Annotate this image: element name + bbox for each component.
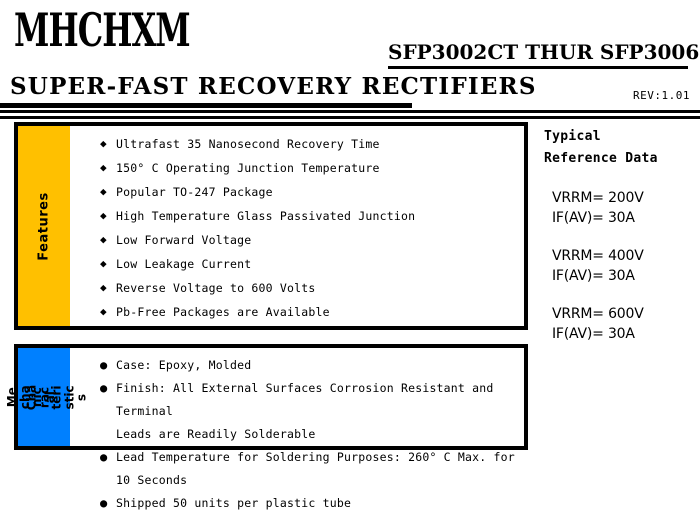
list-item-label: 150° C Operating Junction Temperature [116,161,380,175]
if-av-value: IF(AV)= 30A [552,326,635,342]
list-item-label: Reverse Voltage to 600 Volts [116,281,316,295]
typical-reference-data: Typical Reference Data VRRM= 200V IF(AV)… [544,126,694,344]
reference-data-group: VRRM= 600V IF(AV)= 30A [544,304,694,344]
typical-reference-data-heading-line2: Reference Data [544,151,658,166]
list-item-continuation: Leads are Readily Solderable [116,427,316,441]
mechanical-characteristics-panel: Mechanical Characteristics ● Case: Epoxy… [5,344,528,510]
if-av-value: IF(AV)= 30A [552,210,635,226]
part-number-range: SFP3002CT THUR SFP3006CT [388,40,700,69]
list-item: ◆ Low Forward Voltage [100,228,516,252]
list-item-label: Case: Epoxy, Molded [116,358,252,372]
circle-bullet-icon: ● [100,450,108,464]
diamond-bullet-icon: ◆ [100,257,107,270]
revision-label: REV:1.01 [633,89,690,102]
list-item: ● Lead Temperature for Soldering Purpose… [100,446,516,492]
diamond-bullet-icon: ◆ [100,233,107,246]
features-tab: Features [18,126,70,326]
typical-reference-data-heading-line1: Typical [544,129,601,144]
mechanical-list: ● Case: Epoxy, Molded ● Finish: All Exte… [80,348,520,510]
reference-data-group: VRRM= 400V IF(AV)= 30A [544,246,694,286]
vrrm-value: VRRM= 200V [552,190,644,206]
list-item: ◆ Low Leakage Current [100,252,516,276]
list-item: ◆ Popular TO-247 Package [100,180,516,204]
circle-bullet-icon: ● [100,381,108,395]
if-av-value: IF(AV)= 30A [552,268,635,284]
list-item: ● Shipped 50 units per plastic tube [100,492,516,515]
list-item-label: Pb-Free Packages are Available [116,305,330,319]
page-title: SUPER-FAST RECOVERY RECTIFIERS [10,73,537,100]
diamond-bullet-icon: ◆ [100,281,107,294]
vrrm-value: VRRM= 600V [552,306,644,322]
diamond-bullet-icon: ◆ [100,137,107,150]
circle-bullet-icon: ● [100,496,108,510]
list-item: ◆ 150° C Operating Junction Temperature [100,156,516,180]
list-item-label: Low Forward Voltage [116,233,252,247]
list-item: ◆ Reverse Voltage to 600 Volts [100,276,516,300]
vrrm-value: VRRM= 400V [552,248,644,264]
header-divider-rule-bottom [0,116,700,119]
diamond-bullet-icon: ◆ [100,185,107,198]
list-item: ◆ Ultrafast 35 Nanosecond Recovery Time [100,132,516,156]
list-item-label: Shipped 50 units per plastic tube [116,496,352,510]
list-item-label: Lead Temperature for Soldering Purposes:… [116,450,515,487]
reference-data-group: VRRM= 200V IF(AV)= 30A [544,188,694,228]
diamond-bullet-icon: ◆ [100,161,107,174]
list-item-label: Finish: All External Surfaces Corrosion … [116,377,516,446]
list-item-label: Low Leakage Current [116,257,252,271]
diamond-bullet-icon: ◆ [100,209,107,222]
diamond-bullet-icon: ◆ [100,305,107,318]
header-divider-rule-top [0,110,700,113]
features-list: ◆ Ultrafast 35 Nanosecond Recovery Time … [80,126,520,326]
company-logo: MHCHXM [14,3,191,58]
title-underline-rule [0,103,412,108]
list-item: ● Finish: All External Surfaces Corrosio… [100,377,516,446]
list-item: ◆ High Temperature Glass Passivated Junc… [100,204,516,228]
list-item: ◆ Pb-Free Packages are Available [100,300,516,324]
features-panel: Features ◆ Ultrafast 35 Nanosecond Recov… [14,122,528,330]
circle-bullet-icon: ● [100,358,108,372]
list-item: ● Case: Epoxy, Molded [100,354,516,377]
features-tab-label: Features [36,191,52,261]
list-item-label: High Temperature Glass Passivated Juncti… [116,209,416,223]
list-item-label: Popular TO-247 Package [116,185,273,199]
list-item-text: Finish: All External Surfaces Corrosion … [116,381,494,418]
mechanical-characteristics-tab: Mechanical Characteristics [5,348,89,446]
list-item-label: Ultrafast 35 Nanosecond Recovery Time [116,137,380,151]
